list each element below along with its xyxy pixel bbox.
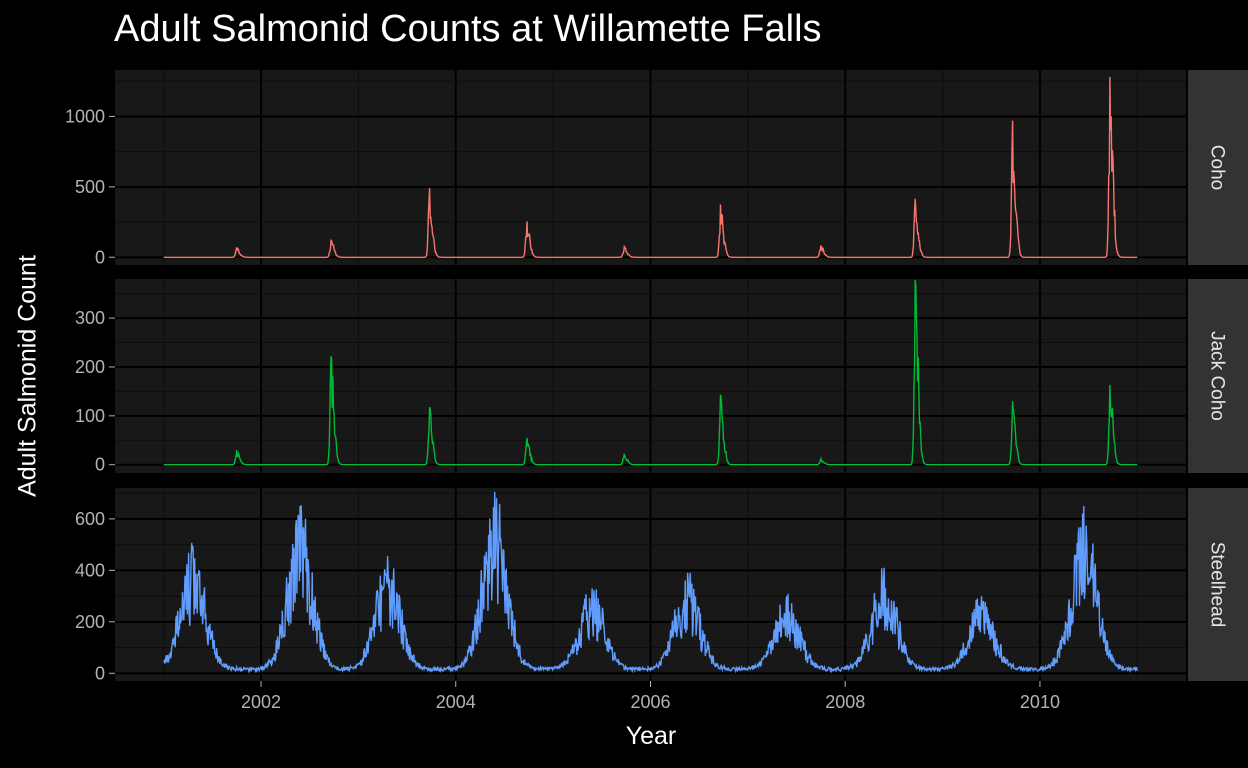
x-tick-label: 2004 <box>436 692 476 712</box>
chart-title: Adult Salmonid Counts at Willamette Fall… <box>114 8 822 50</box>
series-line-jack-coho <box>163 279 1138 466</box>
facet-strip <box>1188 70 1248 265</box>
y-tick-label: 500 <box>75 177 105 197</box>
y-tick-label: 100 <box>75 406 105 426</box>
y-tick-label: 300 <box>75 308 105 328</box>
y-tick-label: 200 <box>75 357 105 377</box>
x-tick-label: 2008 <box>825 692 865 712</box>
x-tick-label: 2006 <box>630 692 670 712</box>
facet-strip <box>1188 488 1248 681</box>
y-tick-label: 200 <box>75 612 105 632</box>
x-tick-label: 2010 <box>1020 692 1060 712</box>
y-tick-label: 0 <box>95 247 105 267</box>
facet-strip-label: Coho <box>1207 145 1228 190</box>
y-tick-label: 400 <box>75 560 105 580</box>
series-line-coho <box>163 76 1138 258</box>
y-tick-label: 0 <box>95 663 105 683</box>
facet-strip-label: Jack Coho <box>1207 331 1228 421</box>
x-axis-label: Year <box>625 722 677 750</box>
facet-strip <box>1188 279 1248 473</box>
y-tick-label: 600 <box>75 509 105 529</box>
y-tick-label: 0 <box>95 455 105 475</box>
x-tick-label: 2002 <box>241 692 281 712</box>
y-tick-label: 1000 <box>65 106 105 126</box>
series-line-steelhead <box>163 491 1138 674</box>
facet-strip-label: Steelhead <box>1207 542 1228 628</box>
